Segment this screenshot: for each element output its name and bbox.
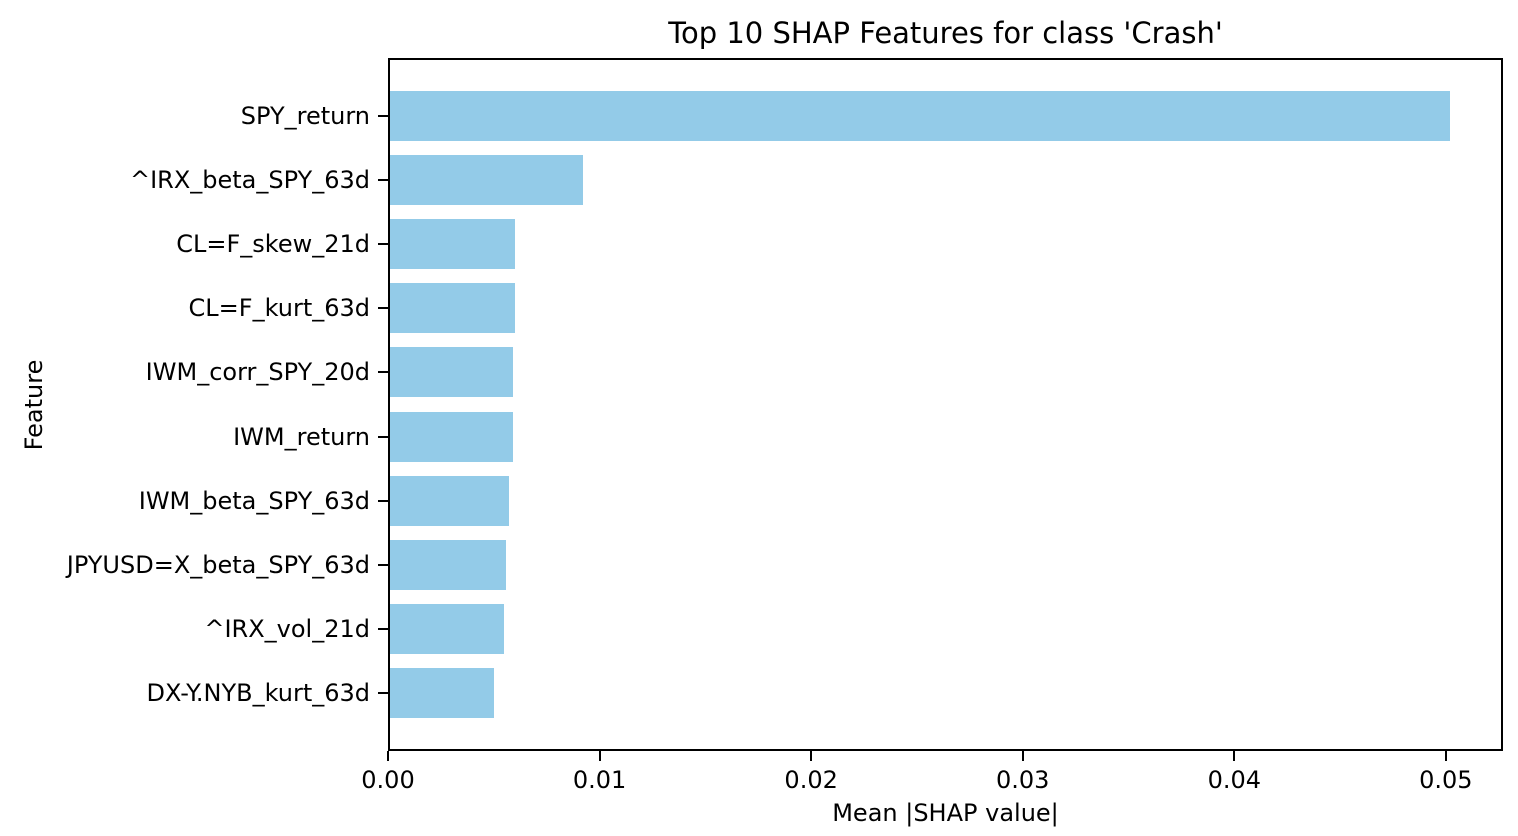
- y-tick-label: JPYUSD=X_beta_SPY_63d: [66, 550, 370, 579]
- y-tick-label: SPY_return: [240, 102, 370, 130]
- x-tick-mark: [598, 751, 601, 761]
- y-tick-mark: [378, 115, 388, 117]
- y-tick-label: ^IRX_vol_21d: [204, 614, 370, 643]
- x-axis-label: Mean |SHAP value|: [832, 799, 1059, 827]
- bar: [388, 411, 513, 462]
- x-tick-label: 0.03: [996, 766, 1050, 794]
- bar: [388, 283, 515, 334]
- x-tick-mark: [1021, 751, 1024, 761]
- bar: [388, 219, 515, 270]
- x-tick-mark: [810, 751, 813, 761]
- bar: [388, 91, 1451, 141]
- y-tick-label: IWM_corr_SPY_20d: [145, 358, 370, 387]
- bar: [388, 667, 494, 718]
- plot-area: [388, 58, 1503, 751]
- y-tick-label: IWM_return: [233, 422, 370, 451]
- y-tick-label: DX-Y.NYB_kurt_63d: [146, 678, 370, 707]
- y-tick-mark: [378, 371, 388, 374]
- y-tick-mark: [378, 691, 388, 694]
- bar: [388, 475, 509, 526]
- y-tick-label: CL=F_kurt_63d: [188, 294, 370, 323]
- y-tick-mark: [378, 243, 388, 246]
- y-tick-label: CL=F_skew_21d: [176, 230, 370, 259]
- x-tick-mark: [1233, 751, 1236, 761]
- x-tick-mark: [1444, 751, 1447, 761]
- y-tick-label: ^IRX_beta_SPY_63d: [129, 166, 370, 195]
- y-tick-label: IWM_beta_SPY_63d: [138, 486, 370, 515]
- y-tick-mark: [378, 627, 388, 630]
- bar: [388, 155, 583, 206]
- x-tick-label: 0.05: [1419, 766, 1473, 794]
- chart-title: Top 10 SHAP Features for class 'Crash': [668, 16, 1223, 50]
- x-tick-mark: [387, 751, 389, 761]
- bar: [388, 603, 505, 654]
- bar: [388, 539, 507, 590]
- bar: [388, 347, 513, 398]
- x-tick-label: 0.02: [784, 766, 838, 794]
- y-tick-mark: [378, 563, 388, 566]
- x-tick-label: 0.04: [1207, 766, 1262, 794]
- x-tick-label: 0.00: [361, 766, 415, 794]
- y-tick-mark: [378, 499, 388, 502]
- y-tick-mark: [378, 307, 388, 310]
- y-tick-mark: [378, 179, 388, 182]
- y-tick-mark: [378, 435, 388, 438]
- x-tick-label: 0.01: [572, 766, 627, 794]
